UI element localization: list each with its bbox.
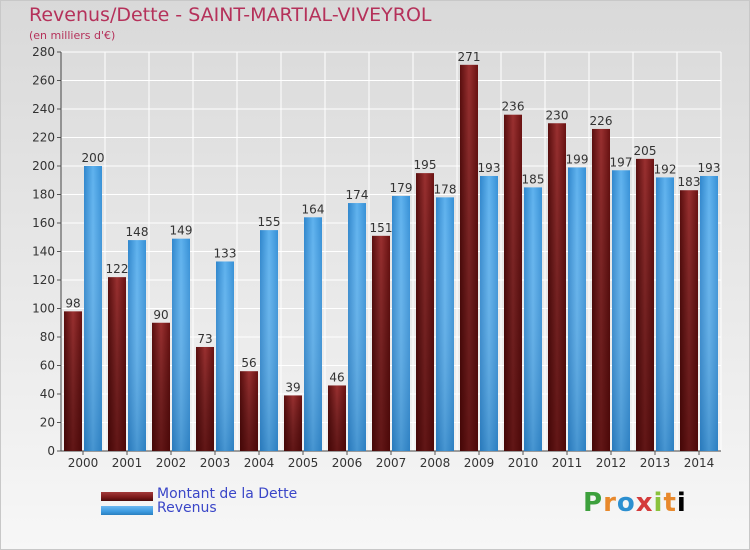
bar-debt-shade	[680, 190, 698, 451]
legend-label-debt: Montant de la Dette	[157, 486, 298, 502]
legend-swatch-revenue	[101, 506, 153, 515]
y-tick-label: 240	[32, 102, 55, 116]
y-tick-label: 280	[32, 45, 55, 59]
x-tick-label: 2001	[112, 456, 143, 470]
bar-revenue-shade	[568, 167, 586, 452]
data-label-revenue: 149	[170, 224, 193, 238]
y-tick-label: 140	[32, 245, 55, 259]
bar-debt-shade	[284, 395, 302, 451]
data-label-debt: 151	[370, 221, 393, 235]
x-tick-label: 2013	[640, 456, 671, 470]
x-tick-label: 2006	[332, 456, 363, 470]
data-label-revenue: 199	[566, 152, 589, 166]
data-label-debt: 226	[590, 114, 613, 128]
bar-revenue-shade	[656, 177, 674, 451]
data-label-revenue: 185	[522, 172, 545, 186]
y-tick-label: 60	[40, 359, 55, 373]
data-label-debt: 183	[678, 175, 701, 189]
y-tick-label: 200	[32, 159, 55, 173]
bar-debt-shade	[108, 277, 126, 451]
bar-revenue-shade	[348, 203, 366, 451]
proxiti-logo[interactable]: Proxiti	[583, 488, 687, 518]
x-tick-label: 2009	[464, 456, 495, 470]
bar-revenue-shade	[524, 187, 542, 451]
legend-label-revenue: Revenus	[157, 500, 217, 516]
data-label-debt: 195	[414, 158, 437, 172]
bar-debt-shade	[636, 158, 654, 451]
y-tick-label: 180	[32, 188, 55, 202]
bar-debt-shade	[460, 64, 478, 451]
bar-revenue-shade	[172, 238, 190, 451]
bar-debt-shade	[504, 114, 522, 451]
data-label-revenue: 155	[258, 215, 281, 229]
y-tick-label: 260	[32, 74, 55, 88]
bar-revenue-shade	[304, 217, 322, 451]
data-label-debt: 236	[502, 100, 525, 114]
y-tick-label: 40	[40, 387, 55, 401]
bar-revenue-shade	[84, 166, 102, 451]
bar-debt-shade	[64, 311, 82, 451]
bar-debt-shade	[152, 322, 170, 451]
y-tick-label: 80	[40, 330, 55, 344]
bar-revenue-shade	[700, 175, 718, 451]
data-label-debt: 205	[634, 144, 657, 158]
data-label-revenue: 148	[126, 225, 149, 239]
data-label-debt: 122	[106, 262, 129, 276]
bar-debt-shade	[592, 128, 610, 451]
bar-debt-shade	[548, 123, 566, 451]
data-label-revenue: 193	[478, 161, 501, 175]
x-tick-label: 2002	[156, 456, 187, 470]
bar-revenue-shade	[480, 175, 498, 451]
y-tick-label: 220	[32, 131, 55, 145]
x-tick-label: 2010	[508, 456, 539, 470]
data-label-revenue: 193	[698, 161, 721, 175]
y-tick-label: 0	[47, 444, 55, 458]
bar-revenue-shade	[392, 195, 410, 451]
data-label-revenue: 179	[390, 181, 413, 195]
data-label-revenue: 197	[610, 155, 633, 169]
x-tick-label: 2003	[200, 456, 231, 470]
x-tick-label: 2011	[552, 456, 583, 470]
data-label-revenue: 192	[654, 162, 677, 176]
x-tick-label: 2004	[244, 456, 275, 470]
chart-title: Revenus/Dette - SAINT-MARTIAL-VIVEYROL	[29, 4, 432, 26]
data-label-debt: 230	[546, 108, 569, 122]
data-label-revenue: 133	[214, 246, 237, 260]
x-tick-label: 2007	[376, 456, 407, 470]
y-tick-label: 160	[32, 216, 55, 230]
data-label-debt: 73	[197, 332, 212, 346]
data-label-debt: 98	[65, 296, 80, 310]
bar-debt-shade	[240, 371, 258, 451]
x-tick-label: 2005	[288, 456, 319, 470]
x-tick-label: 2008	[420, 456, 451, 470]
data-label-revenue: 178	[434, 182, 457, 196]
bar-debt-shade	[196, 346, 214, 451]
bar-debt-shade	[416, 173, 434, 451]
y-tick-label: 20	[40, 416, 55, 430]
bar-revenue-shade	[128, 240, 146, 451]
bar-revenue-shade	[216, 261, 234, 451]
x-tick-label: 2012	[596, 456, 627, 470]
bar-debt-shade	[372, 235, 390, 451]
data-label-debt: 39	[285, 380, 300, 394]
data-label-revenue: 164	[302, 202, 325, 216]
chart-subtitle: (en milliers d'€)	[29, 29, 116, 42]
y-tick-label: 120	[32, 273, 55, 287]
bar-debt-shade	[328, 385, 346, 451]
data-label-debt: 271	[458, 50, 481, 64]
bar-revenue-shade	[612, 170, 630, 451]
data-label-debt: 56	[241, 356, 256, 370]
x-tick-label: 2014	[684, 456, 715, 470]
bar-revenue-shade	[436, 197, 454, 451]
legend-swatch-debt	[101, 492, 153, 501]
bar-revenue-shade	[260, 230, 278, 451]
data-label-revenue: 200	[82, 151, 105, 165]
data-label-revenue: 174	[346, 188, 369, 202]
data-label-debt: 90	[153, 308, 168, 322]
x-tick-label: 2000	[68, 456, 99, 470]
data-label-debt: 46	[329, 370, 344, 384]
y-tick-label: 100	[32, 302, 55, 316]
